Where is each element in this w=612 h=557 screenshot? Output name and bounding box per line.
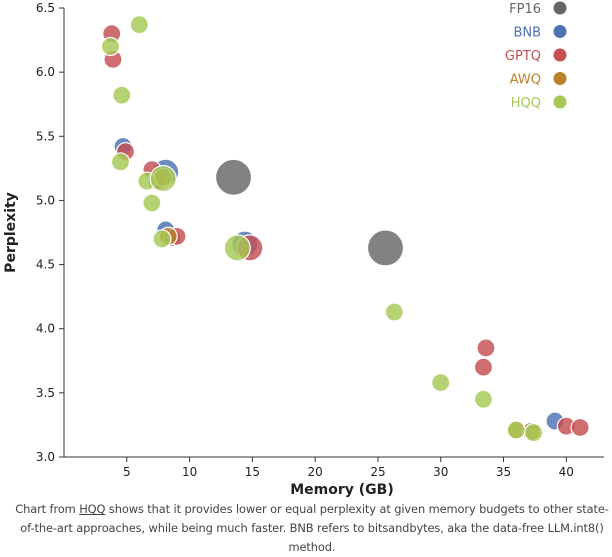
fp16-point	[214, 158, 253, 196]
x-tick-label: 30	[433, 465, 448, 479]
y-tick-label: 6.5	[36, 1, 55, 15]
y-tick-label: 4.5	[36, 258, 55, 272]
legend-marker-fp16	[553, 1, 567, 15]
figure-caption: Chart from HQQ shows that it provides lo…	[14, 500, 610, 557]
hqq-point	[506, 420, 526, 440]
legend-label-awq: AWQ	[510, 73, 541, 88]
hqq-point	[112, 85, 132, 105]
hqq-point	[384, 302, 404, 322]
legend-label-fp16: FP16	[509, 2, 541, 17]
gptq-point	[570, 417, 590, 438]
y-tick-label: 3.5	[36, 386, 55, 400]
legend-marker-bnb	[553, 25, 567, 38]
legend-label-hqq: HQQ	[511, 96, 541, 111]
legend-marker-gptq	[553, 48, 567, 62]
y-tick-label: 5.0	[36, 193, 55, 207]
y-tick-label: 6.0	[36, 65, 55, 79]
hqq-point	[152, 229, 172, 249]
legend: FP16 BNB GPTQ AWQ HQQ	[505, 1, 567, 111]
gptq-point	[473, 357, 494, 377]
hqq-point	[100, 36, 121, 57]
x-tick-label: 20	[308, 465, 323, 479]
scatter-chart: 3.03.54.04.55.05.56.06.55 10 15 20 25 30 35 40 …	[3, 1, 604, 498]
hqq-point	[473, 389, 494, 409]
y-tick-label: 3.0	[36, 450, 55, 464]
gptq-point	[476, 338, 496, 358]
y-tick-label: 4.0	[36, 322, 55, 336]
axes: 3.0 3.5 4.0 4.5 5.0 5.5 6.0 6.5 5 10 15 20 25 30 35 40	[36, 1, 604, 479]
x-tick-label: 5	[123, 465, 131, 479]
x-tick-label: 25	[370, 465, 385, 479]
hqq-point	[110, 152, 131, 172]
x-axis-title: Memory (GB)	[290, 482, 394, 498]
caption-text-start: Chart from	[15, 502, 80, 516]
legend-marker-hqq	[553, 95, 567, 109]
x-tick-label: 40	[559, 465, 574, 479]
hqq-point	[129, 15, 149, 35]
caption-link-hqq[interactable]: HQQ	[79, 502, 106, 516]
hqq-point	[142, 193, 162, 213]
fp16-point	[366, 229, 405, 267]
hqq-point	[431, 372, 451, 393]
caption-text-end: shows that it provides lower or equal pe…	[20, 502, 609, 554]
x-tick-label: 10	[182, 465, 197, 479]
y-tick-label: 5.5	[36, 129, 55, 143]
legend-marker-awq	[553, 72, 567, 85]
legend-label-gptq: GPTQ	[505, 49, 541, 64]
y-axis-title: Perplexity	[3, 192, 19, 273]
hqq-point	[149, 165, 177, 193]
x-tick-label: 35	[496, 465, 511, 479]
hqq-point	[223, 234, 251, 262]
x-tick-label: 15	[245, 465, 260, 479]
legend-label-bnb: BNB	[513, 26, 541, 41]
data-points	[100, 15, 590, 443]
hqq-point	[524, 423, 544, 443]
